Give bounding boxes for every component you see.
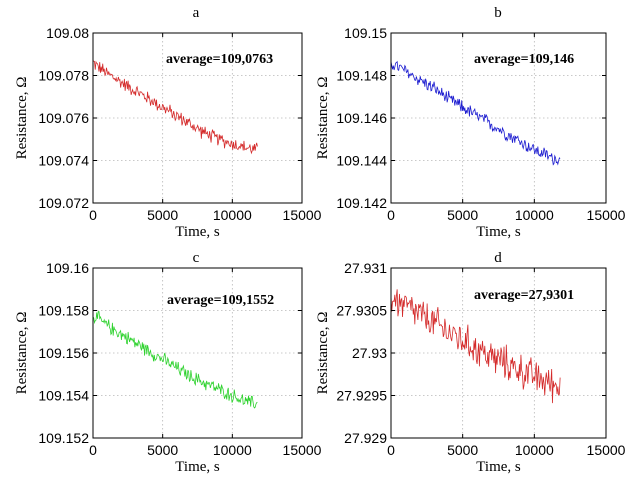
- y-tick-label: 109.146: [336, 110, 387, 126]
- x-tick-label: 0: [89, 442, 97, 458]
- y-tick-label: 27.931: [344, 260, 387, 276]
- x-tick-label: 15000: [587, 442, 626, 458]
- y-tick-label: 109.142: [336, 195, 387, 211]
- series-line: [93, 61, 257, 153]
- x-axis-label: Time, s: [476, 224, 521, 240]
- x-tick-label: 5000: [147, 442, 178, 458]
- y-tick-label: 109.078: [38, 68, 89, 84]
- y-tick-label: 109.154: [38, 388, 89, 404]
- x-axis-label: Time, s: [476, 459, 521, 475]
- chart-panel-b: 0 5000 10000 15000 109.142 109.144 109.146 109.…: [315, 5, 626, 240]
- x-tick-label: 0: [387, 442, 395, 458]
- panel-label: b: [494, 5, 502, 21]
- average-annotation: average=109,1552: [167, 293, 274, 308]
- x-axis-label: Time, s: [175, 224, 220, 240]
- x-tick-label: 5000: [147, 207, 178, 223]
- y-tick-label: 109.076: [38, 110, 89, 126]
- y-tick-label: 109.148: [336, 68, 387, 84]
- y-tick-label: 109.156: [38, 345, 89, 361]
- chart-panel-a: 0 5000 10000 15000 109.072 109.074 109.076 109.…: [14, 5, 322, 240]
- y-axis-label: Resistance, Ω: [315, 312, 331, 395]
- series-line: [391, 61, 560, 164]
- x-tick-label: 10000: [515, 207, 554, 223]
- y-tick-label: 109.072: [38, 195, 89, 211]
- chart-panel-c: 0 5000 10000 15000 109.152 109.154 109.156 109.…: [14, 250, 322, 475]
- x-tick-label: 10000: [515, 442, 554, 458]
- x-tick-label: 5000: [447, 207, 478, 223]
- y-tick-label: 109.08: [46, 25, 89, 41]
- y-tick-label: 27.9295: [336, 388, 387, 404]
- chart-panel-d: 0 5000 10000 15000 27.929 27.9295 27.93 27.9305…: [315, 250, 626, 475]
- series-line: [93, 312, 257, 408]
- panel-label: c: [193, 250, 200, 266]
- x-tick-label: 0: [89, 207, 97, 223]
- x-tick-label: 15000: [587, 207, 626, 223]
- y-axis-label: Resistance, Ω: [14, 312, 30, 395]
- x-tick-label: 15000: [283, 442, 322, 458]
- x-tick-label: 15000: [283, 207, 322, 223]
- average-annotation: average=109,146: [474, 52, 574, 67]
- y-tick-label: 27.93: [352, 345, 387, 361]
- y-axis-label: Resistance, Ω: [315, 77, 331, 160]
- y-tick-label: 109.16: [46, 260, 89, 276]
- y-tick-label: 109.15: [344, 25, 387, 41]
- y-tick-label: 27.9305: [336, 303, 387, 319]
- y-tick-label: 109.152: [38, 430, 89, 446]
- y-tick-label: 109.144: [336, 153, 387, 169]
- average-annotation: average=109,0763: [166, 52, 273, 67]
- panel-label: a: [193, 5, 200, 21]
- y-tick-label: 109.074: [38, 153, 89, 169]
- average-annotation: average=27,9301: [474, 288, 574, 303]
- x-tick-label: 10000: [213, 207, 252, 223]
- x-tick-label: 0: [387, 207, 395, 223]
- x-tick-label: 10000: [213, 442, 252, 458]
- y-axis-label: Resistance, Ω: [14, 77, 30, 160]
- y-tick-label: 109.158: [38, 303, 89, 319]
- panel-label: d: [494, 250, 502, 266]
- y-tick-label: 27.929: [344, 430, 387, 446]
- x-axis-label: Time, s: [175, 459, 220, 475]
- series-line: [391, 289, 560, 403]
- x-tick-label: 5000: [447, 442, 478, 458]
